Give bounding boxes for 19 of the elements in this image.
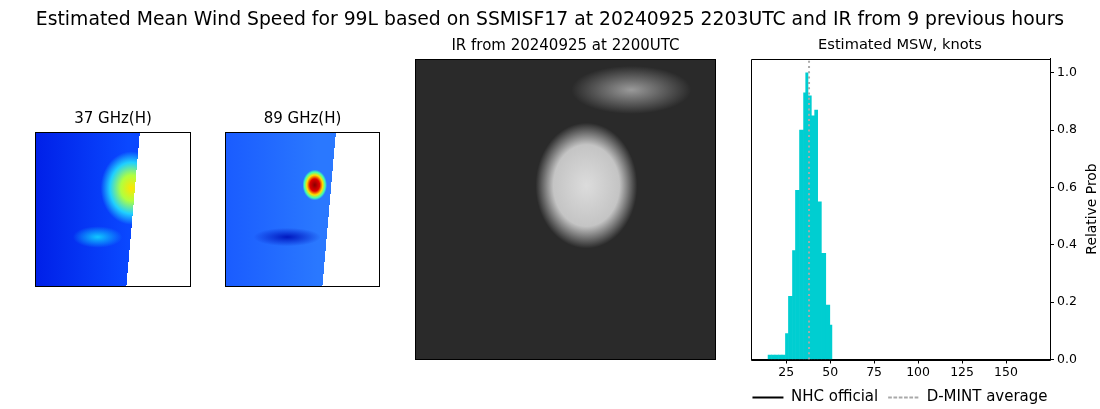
text: Estimated Mean Wind Speed for 99L based on SSMISF17 at 20240925 2203UTC and IR from 9 previous hours xyxy=(34,8,1066,30)
y-tick-label: 0.4 xyxy=(1057,236,1077,252)
y-tick-label: 0.6 xyxy=(1057,178,1077,194)
x-tick-label: 75 xyxy=(866,364,883,380)
text: 37 GHz(H) xyxy=(73,109,153,127)
x-tick-label: 100 xyxy=(906,364,931,380)
x-tick-label: 150 xyxy=(994,364,1019,380)
text: IR from 20240925 at 2200UTC xyxy=(450,36,681,54)
legend-label: D-MINT average xyxy=(926,387,1048,406)
x-tick-label: 125 xyxy=(950,364,974,380)
y-tick-label: 0.2 xyxy=(1057,293,1077,309)
y-tick-label: 0.8 xyxy=(1057,121,1077,137)
y-axis-title: Relative Prob xyxy=(1082,163,1099,255)
text: 89 GHz(H) xyxy=(262,109,343,127)
y-tick-label: 0.0 xyxy=(1057,350,1077,366)
x-tick-label: 50 xyxy=(822,364,839,380)
chart-title: Estimated MSW, knots xyxy=(818,34,982,52)
y-tick-label: 1.0 xyxy=(1057,64,1077,80)
x-tick-label: 25 xyxy=(778,364,795,380)
